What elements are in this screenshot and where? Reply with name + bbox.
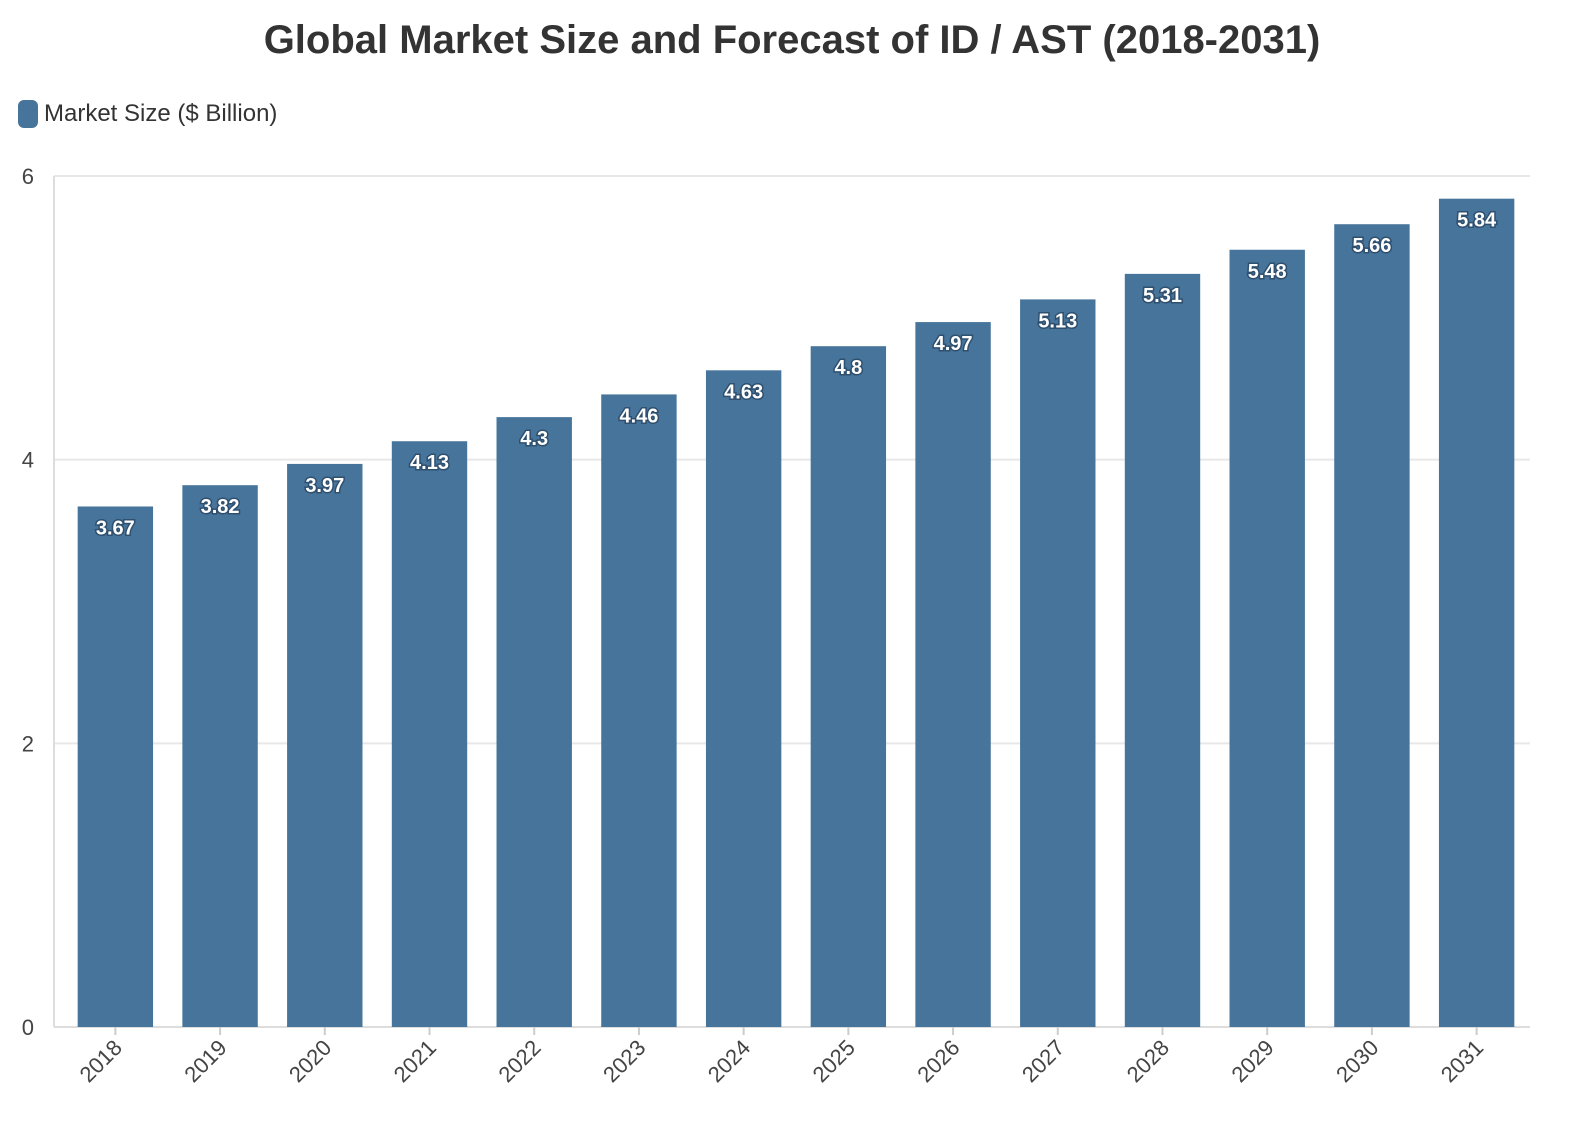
x-tick-label: 2031	[1436, 1035, 1488, 1087]
y-tick-label: 6	[22, 164, 34, 189]
x-tick-label: 2030	[1331, 1035, 1383, 1087]
y-tick-label: 0	[22, 1015, 34, 1040]
y-tick-label: 2	[22, 731, 34, 756]
data-label-2022: 4.3	[520, 428, 548, 450]
data-label-2020: 3.97	[305, 475, 344, 497]
bar-2026[interactable]	[915, 322, 991, 1027]
gridlines	[53, 175, 1530, 1028]
bar-2023[interactable]	[601, 394, 677, 1027]
chart-title: Global Market Size and Forecast of ID / …	[263, 18, 1321, 62]
x-tick-label: 2020	[284, 1035, 336, 1087]
data-label-2019: 3.82	[201, 496, 240, 518]
x-tick-label: 2018	[75, 1035, 127, 1087]
data-label-2030: 5.66	[1352, 235, 1391, 257]
x-tick-label: 2023	[598, 1035, 650, 1087]
bar-2018[interactable]	[77, 506, 154, 1027]
data-label-2028: 5.31	[1143, 285, 1182, 307]
y-tick-label: 4	[22, 448, 34, 473]
bar-2024[interactable]	[705, 370, 782, 1028]
bar-2025[interactable]	[810, 346, 887, 1027]
bar-2021[interactable]	[391, 441, 468, 1027]
x-axis-ticks: 2018 2019 2020 2021 2022 2023 2024 2025 2026 2027…	[75, 1027, 1488, 1087]
bar-2020[interactable]	[287, 463, 363, 1028]
bars	[77, 198, 1515, 1028]
data-label-2024: 4.63	[724, 381, 763, 403]
bar-2028[interactable]	[1124, 273, 1201, 1027]
x-tick-label: 2025	[808, 1035, 860, 1087]
data-label-2026: 4.97	[934, 333, 973, 355]
x-tick-label: 2029	[1226, 1035, 1278, 1087]
legend-swatch	[18, 100, 38, 128]
bar-2029[interactable]	[1229, 249, 1305, 1028]
x-tick-label: 2024	[703, 1035, 755, 1087]
x-tick-label: 2022	[493, 1035, 545, 1087]
data-label-2021: 4.13	[410, 452, 449, 474]
data-label-2031: 5.84	[1457, 210, 1497, 232]
x-tick-label: 2028	[1122, 1035, 1174, 1087]
data-label-2018: 3.67	[96, 517, 135, 539]
data-label-2027: 5.13	[1038, 310, 1077, 332]
x-tick-label: 2021	[389, 1035, 441, 1087]
legend: Market Size ($ Billion)	[18, 100, 277, 128]
data-labels: 3.67 3.82 3.97 4.13 4.3 4.46 4.63 4.8 4.97 5.13 5.…	[94, 208, 1498, 541]
bar-2019[interactable]	[182, 485, 258, 1027]
bar-2030[interactable]	[1334, 224, 1410, 1027]
legend-label: Market Size ($ Billion)	[44, 100, 278, 127]
data-label-2025: 4.8	[834, 357, 862, 379]
x-tick-label: 2026	[912, 1035, 964, 1087]
y-axis-ticks: 0 2 4 6	[22, 164, 34, 1040]
x-tick-label: 2027	[1017, 1035, 1069, 1087]
data-label-2023: 4.46	[619, 405, 658, 427]
bar-2027[interactable]	[1020, 299, 1096, 1027]
x-tick-label: 2019	[179, 1035, 231, 1087]
bar-2031[interactable]	[1438, 198, 1515, 1027]
data-label-2029: 5.48	[1248, 261, 1287, 283]
bar-2022[interactable]	[496, 417, 572, 1027]
